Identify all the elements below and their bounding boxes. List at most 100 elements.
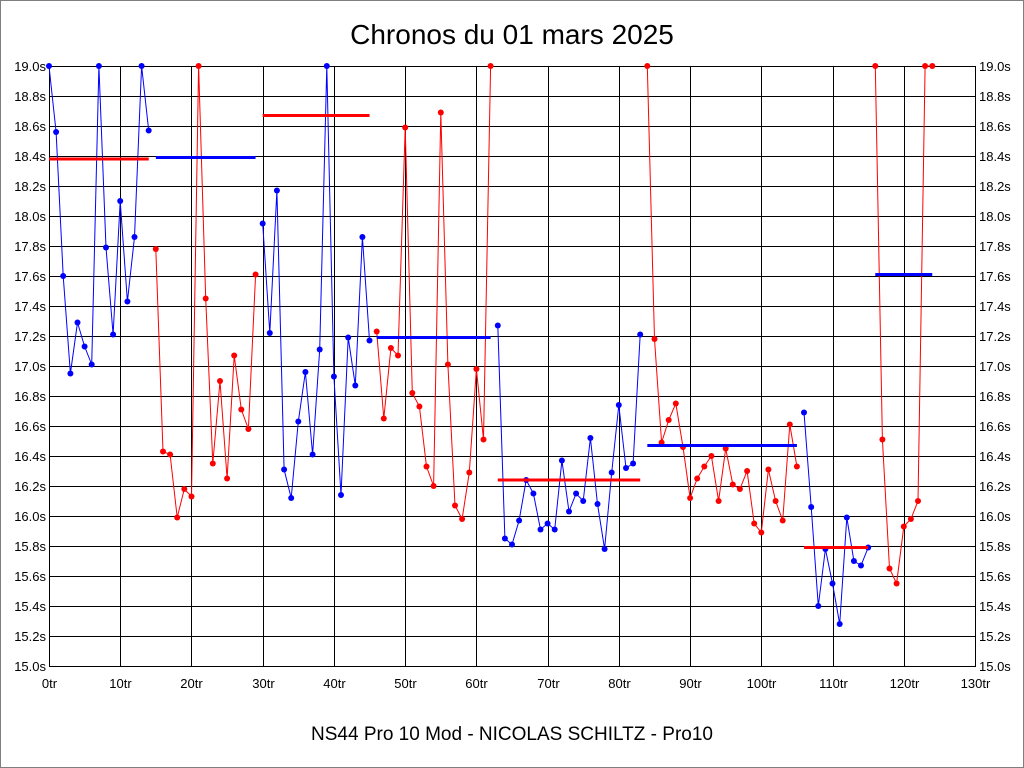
x-tick-label: 120tr	[890, 676, 920, 691]
y-tick-label-right: 18.0s	[979, 209, 1011, 224]
y-tick-label-right: 17.6s	[979, 269, 1011, 284]
y-tick-label-left: 15.2s	[14, 629, 46, 644]
data-point	[694, 475, 701, 482]
data-point	[758, 529, 765, 536]
x-tick-label: 30tr	[252, 676, 275, 691]
y-tick-label-left: 16.0s	[14, 509, 46, 524]
data-point	[487, 63, 494, 69]
chart-title: Chronos du 01 mars 2025	[350, 19, 674, 50]
y-tick-label-left: 17.6s	[14, 269, 46, 284]
data-point	[395, 352, 401, 359]
data-point	[444, 361, 451, 368]
x-tick-label: 130tr	[961, 676, 991, 691]
y-tick-label-right: 18.2s	[979, 179, 1011, 194]
data-point	[409, 390, 416, 396]
y-tick-label-left: 15.8s	[14, 539, 46, 554]
y-tick-label-left: 17.2s	[14, 329, 46, 344]
data-point	[501, 535, 508, 542]
y-tick-label-right: 16.0s	[979, 509, 1011, 524]
gridlines	[49, 66, 976, 667]
data-point	[174, 514, 181, 521]
x-tick-label: 20tr	[180, 676, 203, 691]
data-point	[281, 466, 288, 473]
series-line	[262, 65, 370, 499]
data-point	[67, 370, 74, 377]
data-point	[594, 501, 601, 507]
data-point	[772, 498, 779, 504]
y-tick-label-right: 16.6s	[979, 419, 1011, 434]
chart-caption: NS44 Pro 10 Mod - NICOLAS SCHILTZ - Pro1…	[311, 724, 713, 745]
data-point	[687, 495, 694, 501]
data-point	[836, 621, 843, 627]
data-point	[879, 436, 886, 443]
data-point	[900, 523, 907, 530]
series-line	[803, 412, 869, 625]
y-tick-label-left: 18.6s	[14, 119, 46, 134]
data-point	[473, 366, 480, 372]
data-point	[893, 580, 900, 587]
data-point	[708, 453, 715, 459]
data-point	[516, 517, 523, 524]
x-tick-label: 110tr	[819, 676, 848, 691]
data-point	[302, 369, 309, 375]
data-point	[872, 63, 879, 69]
data-point	[373, 328, 380, 335]
data-point	[544, 520, 551, 527]
stint-averages	[49, 114, 933, 549]
y-tick-label-right: 16.8s	[979, 389, 1011, 404]
data-point	[651, 336, 658, 342]
data-point	[858, 562, 864, 569]
y-tick-label-left: 18.4s	[14, 149, 46, 164]
data-point	[537, 526, 544, 533]
data-point	[95, 63, 102, 69]
data-point	[801, 409, 807, 416]
data-point	[60, 273, 67, 279]
data-point	[53, 129, 60, 135]
data-point	[252, 271, 259, 278]
data-point	[630, 460, 637, 467]
y-tick-label-left: 16.6s	[14, 419, 46, 434]
x-tick-label: 40tr	[323, 676, 346, 691]
data-point	[359, 234, 366, 240]
data-point	[74, 319, 81, 326]
data-point	[644, 63, 651, 69]
y-tick-label-right: 15.4s	[979, 599, 1011, 614]
y-tick-label-right: 18.4s	[979, 149, 1011, 164]
data-point	[715, 498, 722, 504]
data-point	[181, 486, 188, 492]
data-point	[509, 541, 515, 548]
y-tick-label-left: 18.2s	[14, 179, 46, 194]
y-tick-label-left: 16.4s	[14, 449, 46, 464]
data-point	[131, 234, 138, 240]
data-point	[81, 343, 88, 350]
y-tick-label-right: 17.8s	[979, 239, 1011, 254]
data-point	[765, 466, 772, 473]
y-tick-label-left: 16.8s	[14, 389, 46, 404]
data-point	[416, 403, 423, 410]
y-tick-label-right: 16.4s	[979, 449, 1011, 464]
data-point	[929, 63, 936, 69]
data-point	[338, 492, 344, 498]
data-point	[224, 475, 231, 482]
data-point	[160, 448, 166, 455]
data-point	[744, 468, 751, 474]
data-point	[815, 603, 822, 609]
axis-tick-labels: 15.0s 15.0s 15.2s 15.2s 15.4s 15.4s 15.6s 15.6s…	[14, 59, 1011, 691]
data-point	[366, 337, 373, 344]
data-point	[245, 426, 252, 432]
data-point	[167, 451, 174, 458]
data-point	[430, 483, 437, 489]
y-tick-label-right: 15.6s	[979, 569, 1011, 584]
data-point	[907, 516, 914, 522]
data-point	[437, 109, 444, 116]
data-point	[231, 352, 238, 359]
data-point	[558, 457, 565, 464]
y-tick-label-left: 18.8s	[14, 89, 46, 104]
data-point	[323, 63, 330, 69]
data-point	[672, 400, 679, 407]
x-tick-label: 80tr	[608, 676, 631, 691]
data-point	[779, 517, 786, 524]
data-point	[551, 526, 558, 533]
data-point	[387, 345, 394, 351]
